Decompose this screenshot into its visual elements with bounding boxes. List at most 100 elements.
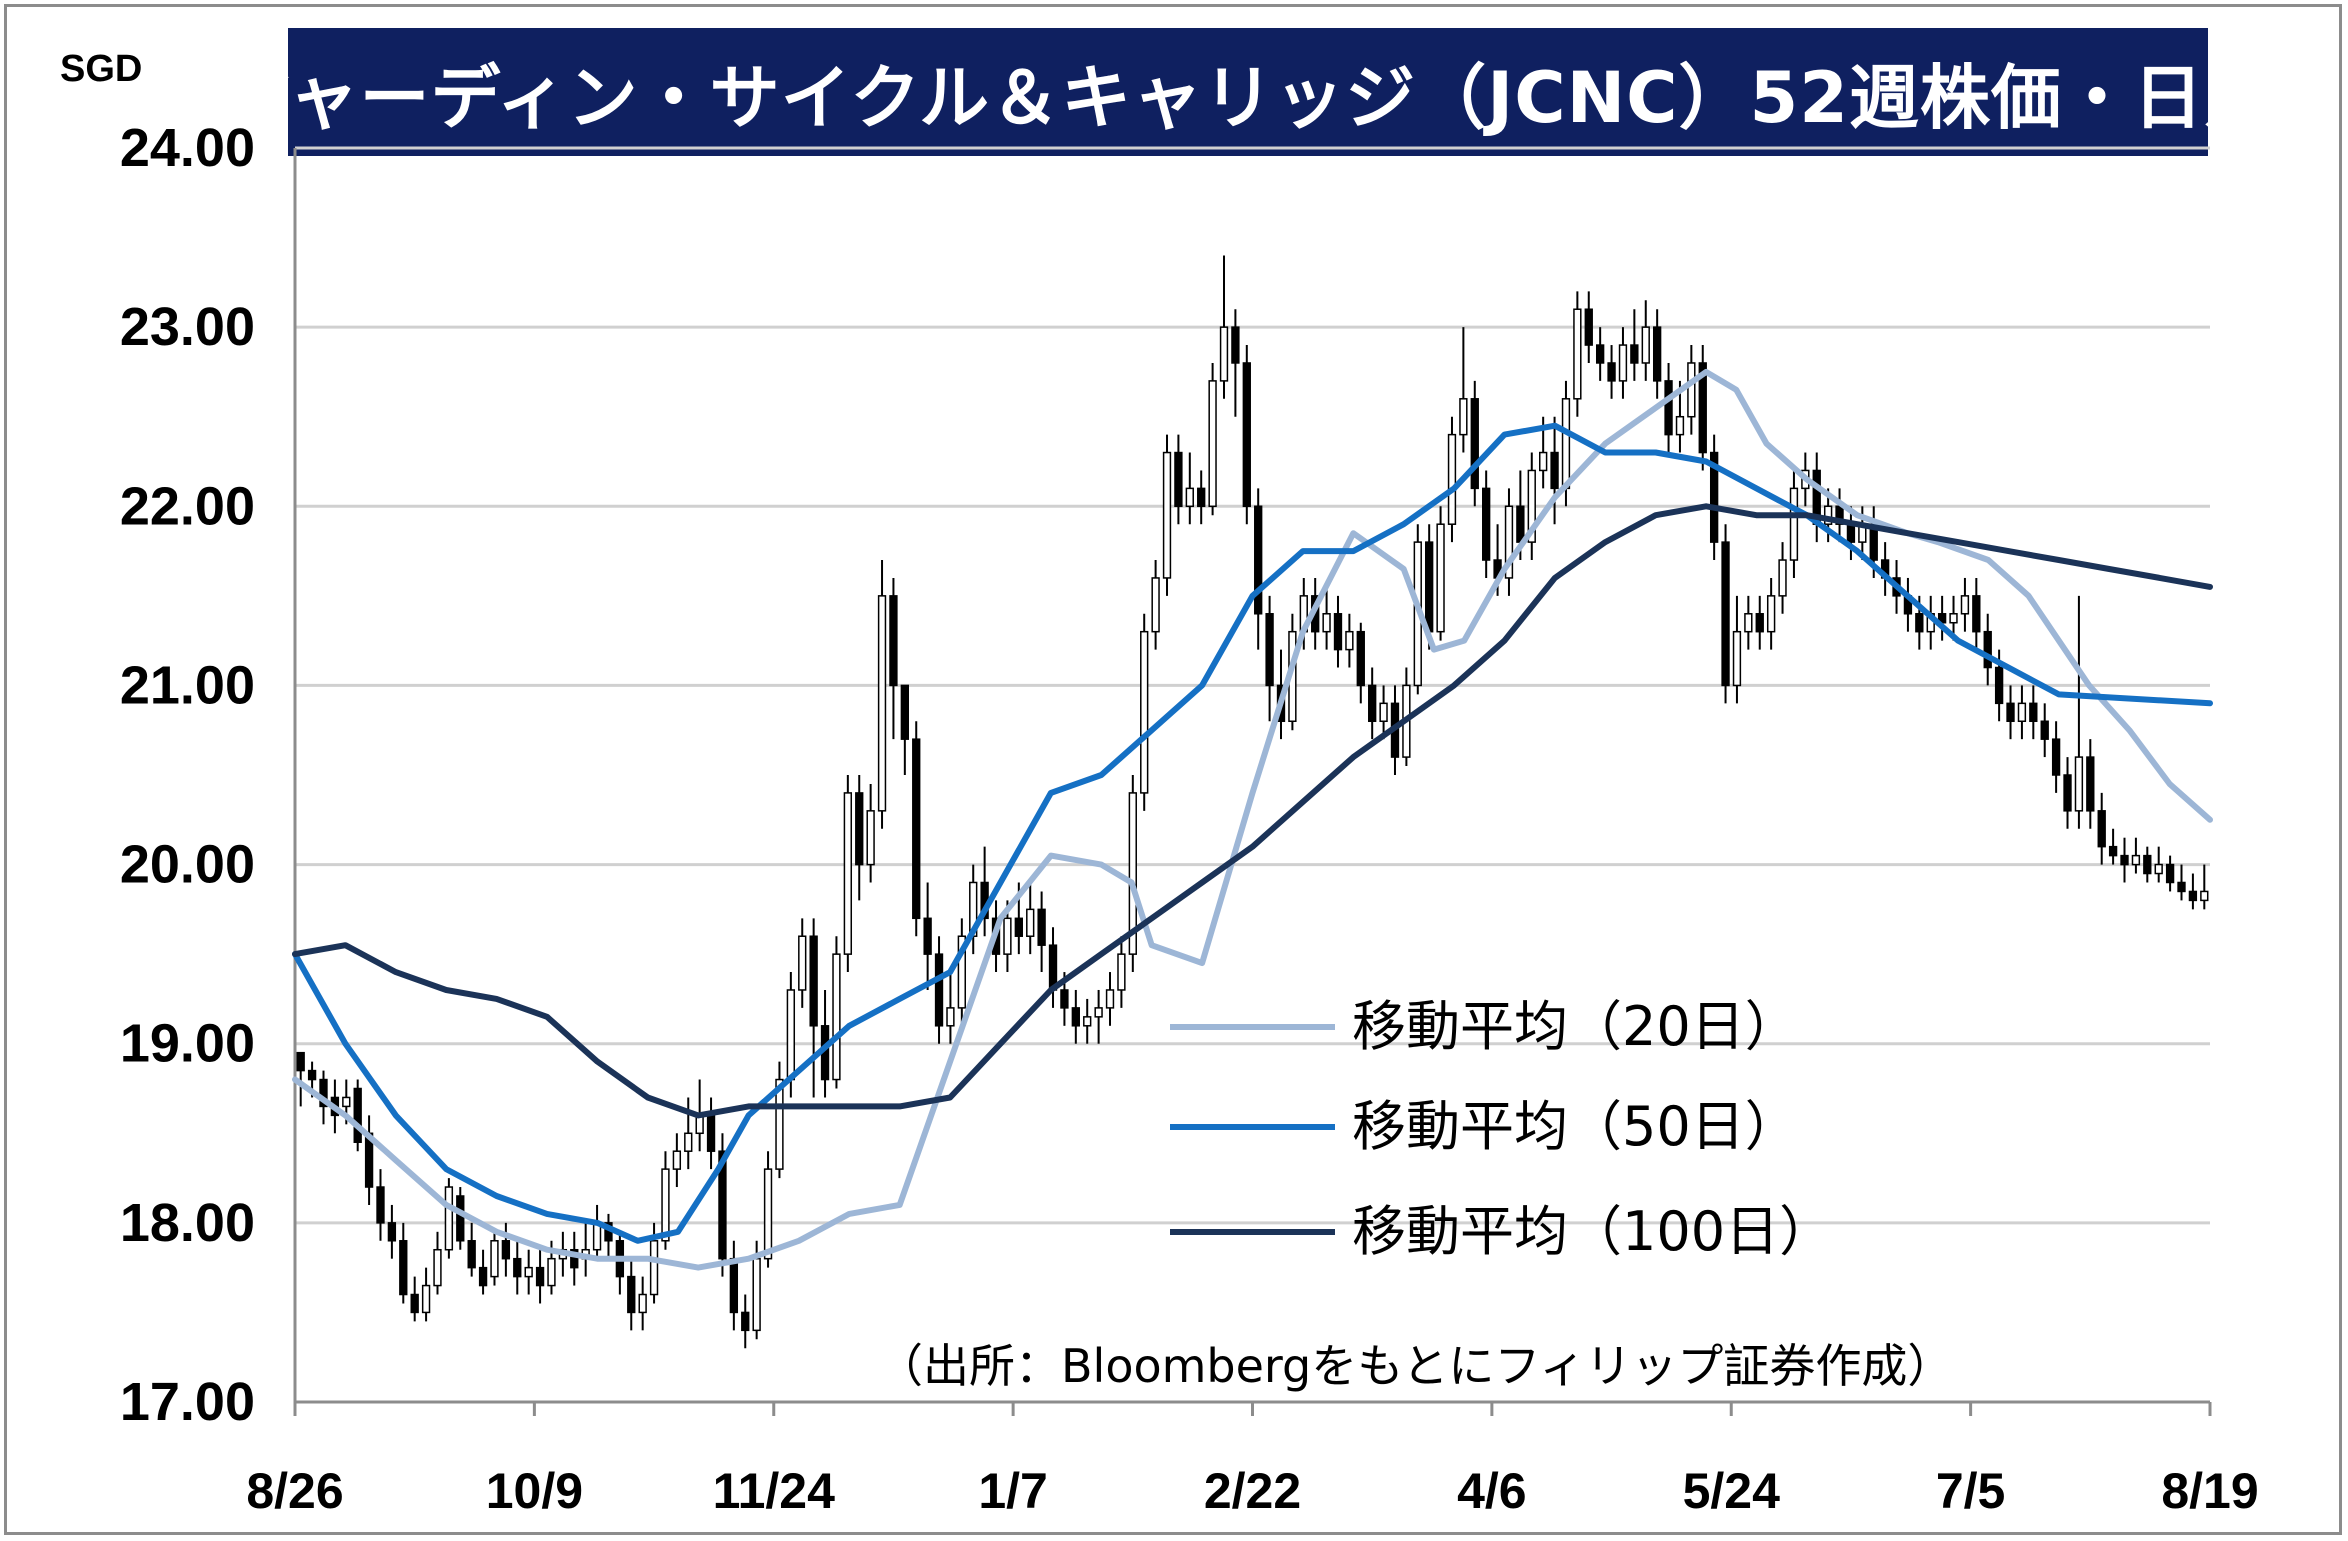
candle-body bbox=[1744, 613, 1753, 633]
candle-body bbox=[1789, 487, 1799, 561]
candle-body bbox=[741, 1311, 750, 1332]
candle-body bbox=[1003, 917, 1012, 955]
candle-body bbox=[1140, 630, 1149, 794]
candle-body bbox=[1664, 380, 1673, 436]
x-axis-ticks: 8/26 10/9 11/24 1/7 2/22 4/6 5/24 7/5 8/19 bbox=[246, 1402, 2259, 1519]
x-tick-label: 10/9 bbox=[486, 1463, 583, 1519]
candle-body bbox=[866, 810, 875, 866]
candle-body bbox=[2200, 890, 2209, 902]
candle-body bbox=[2188, 890, 2198, 902]
candle-body bbox=[1117, 953, 1126, 991]
candle-body bbox=[2063, 774, 2072, 812]
candle-body bbox=[1094, 1007, 1103, 1018]
x-tick-label: 8/26 bbox=[246, 1463, 343, 1519]
candle-body bbox=[1915, 613, 1924, 633]
candle-body bbox=[889, 595, 898, 687]
candle-body bbox=[1516, 505, 1525, 543]
candle-body bbox=[1242, 362, 1251, 508]
candle-body bbox=[1846, 523, 1856, 543]
candle-body bbox=[946, 1007, 955, 1027]
candle-body bbox=[2051, 738, 2061, 776]
candle-body bbox=[307, 1069, 317, 1081]
candle-body bbox=[2074, 756, 2084, 812]
candle-body bbox=[1425, 541, 1434, 633]
candle-body bbox=[410, 1293, 419, 1314]
candle-body bbox=[1174, 451, 1183, 508]
candle-body bbox=[433, 1248, 442, 1287]
candle-body bbox=[1470, 398, 1479, 490]
candle-body bbox=[843, 792, 853, 955]
title-banner: ジャーディン・サイクル＆キャリッジ（JCNC）52週株価・日足 bbox=[221, 28, 2274, 156]
candle-body bbox=[638, 1293, 647, 1314]
candle-body bbox=[1322, 613, 1331, 633]
candle-body bbox=[513, 1257, 522, 1278]
candle-body bbox=[421, 1284, 431, 1314]
candle-body bbox=[706, 1114, 716, 1152]
candle-body bbox=[2108, 845, 2118, 857]
legend-label-ma100: 移動平均（100日） bbox=[1352, 1200, 1833, 1263]
candle-body bbox=[934, 953, 944, 1027]
candle-body bbox=[296, 1051, 305, 1072]
y-axis-ticks: 17.00 18.00 19.00 20.00 21.00 22.00 23.00 24.00 bbox=[120, 118, 255, 1432]
candle-body bbox=[1755, 613, 1764, 633]
candle-body bbox=[1675, 415, 1685, 436]
candle-body bbox=[2029, 702, 2038, 723]
candle-body bbox=[1219, 326, 1229, 382]
candle-body bbox=[2177, 881, 2186, 893]
candle-body bbox=[1356, 630, 1365, 687]
candle-body bbox=[729, 1257, 739, 1314]
candle-body bbox=[1641, 326, 1650, 364]
candle-body bbox=[1447, 433, 1457, 525]
candle-body bbox=[649, 1240, 659, 1296]
candle-body bbox=[1573, 308, 1582, 400]
candle-body bbox=[627, 1275, 636, 1314]
candle-body bbox=[2154, 863, 2163, 875]
legend: 移動平均（20日） 移動平均（50日） 移動平均（100日） bbox=[1170, 995, 1833, 1263]
candle-body bbox=[1584, 308, 1593, 346]
candle-body bbox=[1368, 684, 1377, 723]
y-tick-label: 24.00 bbox=[120, 118, 255, 178]
gridlines bbox=[293, 146, 2210, 1404]
candle-body bbox=[570, 1248, 579, 1269]
chart-title: ジャーディン・サイクル＆キャリッジ（JCNC）52週株価・日足 bbox=[221, 56, 2275, 139]
candle-body bbox=[752, 1257, 761, 1332]
candle-body bbox=[1231, 326, 1240, 364]
candle-body bbox=[1687, 362, 1696, 418]
candle-body bbox=[855, 792, 864, 866]
candle-body bbox=[1128, 792, 1137, 955]
candle-body bbox=[535, 1266, 545, 1287]
candle-body bbox=[1539, 451, 1548, 472]
candle-body bbox=[467, 1240, 476, 1269]
candle-body bbox=[684, 1132, 693, 1152]
candle-body bbox=[399, 1240, 408, 1296]
x-tick-label: 5/24 bbox=[1683, 1463, 1781, 1519]
candle-body bbox=[1949, 613, 1958, 624]
candle-body bbox=[2006, 702, 2015, 723]
candle-body bbox=[353, 1087, 362, 1143]
candle-body bbox=[1561, 398, 1571, 490]
candle-body bbox=[798, 935, 807, 991]
candle-body bbox=[478, 1266, 488, 1287]
candle-body bbox=[1265, 613, 1274, 687]
candle-body bbox=[2131, 854, 2141, 866]
candle-body bbox=[957, 935, 966, 1009]
y-tick-label: 23.00 bbox=[120, 297, 255, 357]
candle-body bbox=[1630, 344, 1639, 364]
candle-body bbox=[786, 989, 796, 1081]
x-tick-label: 1/7 bbox=[978, 1463, 1048, 1519]
candle-body bbox=[1960, 595, 1970, 615]
candle-body bbox=[1083, 1016, 1092, 1027]
candle-body bbox=[1607, 362, 1616, 382]
candle-body bbox=[444, 1186, 454, 1251]
candle-body bbox=[763, 1168, 773, 1260]
candle-body bbox=[775, 1078, 784, 1170]
candle-body bbox=[1994, 666, 2004, 705]
candle-body bbox=[1732, 630, 1742, 687]
y-unit-label: SGD bbox=[60, 48, 143, 90]
candle-body bbox=[923, 917, 932, 955]
candle-body bbox=[1185, 487, 1194, 508]
candle-body bbox=[912, 738, 921, 920]
moving-average-lines bbox=[292, 368, 2213, 1271]
candle-body bbox=[672, 1150, 682, 1170]
y-tick-label: 17.00 bbox=[120, 1372, 255, 1432]
